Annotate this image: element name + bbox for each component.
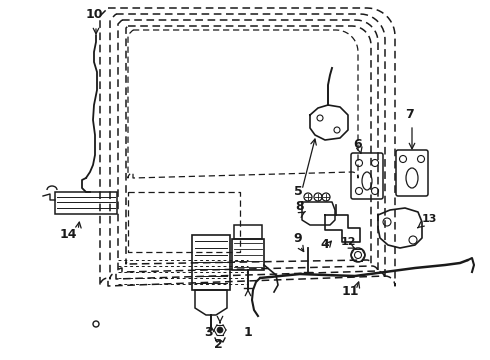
Text: 2: 2 <box>214 338 222 351</box>
Text: 6: 6 <box>354 138 362 151</box>
Text: 10: 10 <box>85 8 103 21</box>
Text: 12: 12 <box>340 237 356 247</box>
Circle shape <box>217 327 223 333</box>
Text: 7: 7 <box>406 108 415 121</box>
Text: 3: 3 <box>204 326 212 339</box>
Text: 1: 1 <box>244 326 252 339</box>
Text: 11: 11 <box>341 285 359 298</box>
Text: 4: 4 <box>320 238 329 251</box>
Text: 9: 9 <box>294 232 302 245</box>
Text: 8: 8 <box>295 200 304 213</box>
Text: 14: 14 <box>59 228 77 241</box>
Text: 5: 5 <box>294 185 302 198</box>
Text: 13: 13 <box>422 214 438 224</box>
